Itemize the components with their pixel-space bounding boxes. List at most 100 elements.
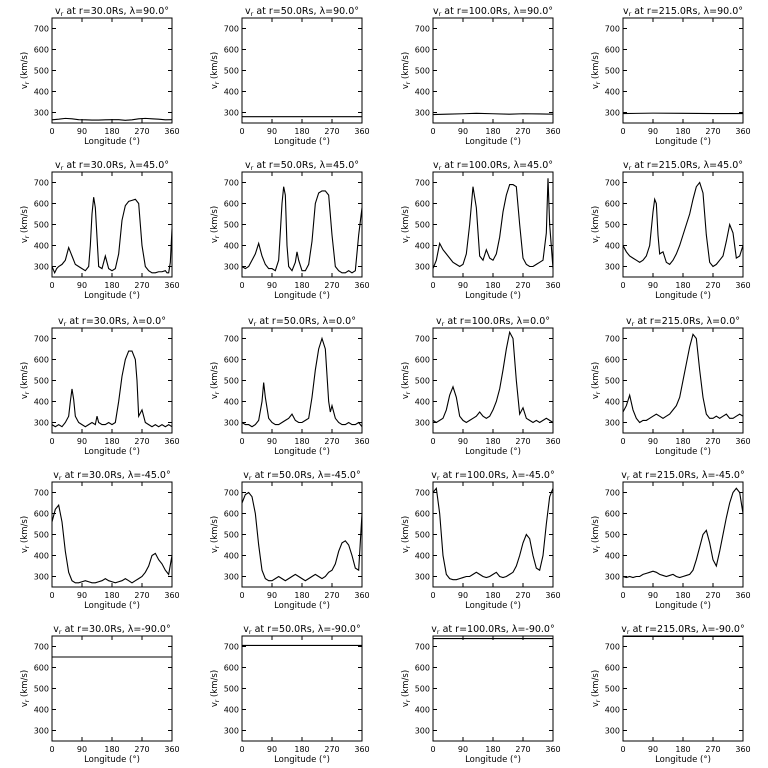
y-tick-label: 300 [34,573,49,582]
x-tick-label: 180 [675,127,690,136]
y-axis-label: vr (km/s) [401,670,412,707]
x-tick-label: 180 [485,127,500,136]
y-tick-label: 300 [34,727,49,736]
vr-series-line [241,491,363,582]
y-tick-label: 600 [34,356,49,365]
x-tick-label: 270 [515,437,530,446]
x-tick-label: 180 [294,127,309,136]
x-tick-label: 0 [239,281,244,290]
y-tick-label: 600 [224,356,239,365]
x-tick-label: 360 [354,127,369,136]
x-tick-label: 0 [430,281,435,290]
x-tick-label: 0 [430,127,435,136]
y-tick-label: 500 [605,685,620,694]
y-tick-label: 500 [605,531,620,540]
y-axis-label: vr (km/s) [591,362,602,399]
y-tick-label: 400 [415,706,430,715]
x-tick-label: 90 [648,437,658,446]
y-tick-label: 600 [224,664,239,673]
vr-series-line [432,112,554,116]
y-tick-label: 300 [605,263,620,272]
panel-r1-c2: 0 90 180 270 360 300 400 500 600 700 Longitude (°)… [401,160,561,301]
y-tick-label: 500 [224,67,239,76]
x-tick-label: 360 [164,437,179,446]
plot-frame [51,327,173,434]
x-tick-label: 270 [515,127,530,136]
y-tick-label: 600 [34,664,49,673]
panel-r3-c1: 0 90 180 270 360 300 400 500 600 700 Longitude (°)… [210,470,370,611]
x-tick-label: 180 [675,281,690,290]
y-tick-label: 500 [34,221,49,230]
y-tick-label: 400 [605,706,620,715]
y-tick-label: 500 [224,531,239,540]
x-tick-label: 0 [430,745,435,754]
y-tick-label: 500 [224,221,239,230]
y-tick-label: 500 [34,377,49,386]
y-tick-label: 700 [34,643,49,652]
y-tick-label: 300 [415,727,430,736]
y-tick-label: 600 [34,510,49,519]
x-tick-label: 360 [164,127,179,136]
panel-title: vr at r=30.0Rs, λ=0.0° [58,316,166,328]
x-axis-label: Longitude (°) [465,601,521,611]
panel-title: vr at r=50.0Rs, λ=0.0° [248,316,356,328]
x-tick-label: 360 [164,745,179,754]
y-tick-label: 400 [415,398,430,407]
y-tick-label: 300 [224,263,239,272]
x-axis-label: Longitude (°) [274,447,330,457]
x-tick-label: 360 [164,281,179,290]
x-tick-label: 360 [735,127,750,136]
y-tick-label: 700 [415,335,430,344]
y-tick-label: 400 [415,88,430,97]
y-tick-label: 600 [224,46,239,55]
y-tick-label: 600 [605,46,620,55]
vr-series-line [432,486,554,581]
y-tick-label: 400 [605,88,620,97]
x-tick-label: 270 [705,281,720,290]
x-tick-label: 90 [77,437,87,446]
x-tick-label: 360 [545,127,560,136]
y-tick-label: 300 [34,109,49,118]
y-tick-label: 500 [34,531,49,540]
y-tick-label: 400 [224,398,239,407]
y-tick-label: 600 [605,356,620,365]
y-tick-label: 600 [34,200,49,209]
panel-r2-c3: 0 90 180 270 360 300 400 500 600 700 Longitude (°)… [591,316,751,457]
x-axis-label: Longitude (°) [84,291,140,301]
y-axis-label: vr (km/s) [591,52,602,89]
y-tick-label: 400 [34,552,49,561]
y-axis-label: vr (km/s) [210,206,221,243]
y-tick-label: 700 [415,25,430,34]
panel-r1-c1: 0 90 180 270 360 300 400 500 600 700 Longitude (°)… [210,160,370,301]
x-tick-label: 360 [164,591,179,600]
y-axis-label: vr (km/s) [20,362,31,399]
x-tick-label: 90 [77,745,87,754]
x-tick-label: 0 [620,281,625,290]
vr-series-line [241,336,363,428]
x-tick-label: 180 [485,437,500,446]
x-axis-label: Longitude (°) [655,755,711,765]
x-tick-label: 360 [354,281,369,290]
x-tick-label: 90 [648,745,658,754]
x-tick-label: 270 [134,281,149,290]
x-tick-label: 0 [430,591,435,600]
panel-r0-c3: 0 90 180 270 360 300 400 500 600 700 Longitude (°)… [591,6,751,147]
x-tick-label: 360 [735,437,750,446]
y-axis-label: vr (km/s) [210,670,221,707]
y-axis-label: vr (km/s) [20,516,31,553]
x-tick-label: 180 [294,745,309,754]
x-tick-label: 0 [239,127,244,136]
x-tick-label: 90 [458,591,468,600]
x-tick-label: 90 [458,281,468,290]
x-tick-label: 270 [134,745,149,754]
x-tick-label: 270 [134,437,149,446]
panel-r3-c0: 0 90 180 270 360 300 400 500 600 700 Longitude (°)… [20,470,180,611]
y-axis-label: vr (km/s) [591,206,602,243]
y-tick-label: 500 [605,221,620,230]
y-tick-label: 300 [224,573,239,582]
vr-series-line [51,197,173,275]
y-tick-label: 400 [415,552,430,561]
y-tick-label: 300 [415,573,430,582]
y-tick-label: 500 [415,685,430,694]
x-tick-label: 180 [104,591,119,600]
